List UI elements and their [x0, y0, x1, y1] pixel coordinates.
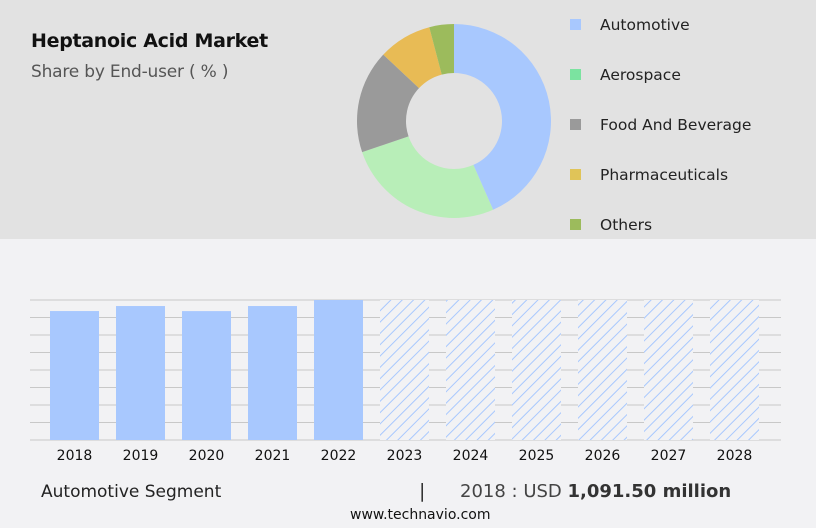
legend-item-automotive[interactable]: Automotive — [570, 15, 810, 35]
legend-label: Automotive — [600, 16, 690, 34]
donut-slice-aerospace[interactable] — [362, 136, 494, 218]
x-tick-label: 2018 — [57, 448, 93, 464]
donut-slice-pharmaceuticals[interactable] — [383, 27, 442, 89]
x-tick-label: 2022 — [321, 448, 357, 464]
legend-label: Aerospace — [600, 66, 681, 84]
bars — [50, 300, 759, 440]
legend-swatch-aerospace — [570, 69, 581, 80]
legend-swatch-pharmaceuticals — [570, 169, 581, 180]
value-amount: 1,091.50 million — [567, 481, 732, 502]
legend-item-food-and-beverage[interactable]: Food And Beverage — [570, 115, 810, 135]
bar-2027[interactable] — [644, 300, 693, 440]
value-prefix: 2018 : USD — [460, 481, 568, 502]
bar-2026[interactable] — [578, 300, 627, 440]
donut-slice-others[interactable] — [429, 24, 454, 75]
x-tick-label: 2027 — [651, 448, 687, 464]
source-url[interactable]: www.technavio.com — [350, 507, 491, 523]
separator: | — [419, 480, 426, 502]
legend-swatch-food-and-beverage — [570, 119, 581, 130]
legend-swatch-others — [570, 219, 581, 230]
legend-item-aerospace[interactable]: Aerospace — [570, 65, 810, 85]
bar-chart: 2018 2019 2020 2021 2022 2023 2024 2025 2026 2027… — [30, 299, 781, 464]
page-title: Heptanoic Acid Market — [31, 30, 268, 52]
x-tick-label: 2026 — [585, 448, 621, 464]
x-tick-label: 2020 — [189, 448, 225, 464]
x-tick-label: 2025 — [519, 448, 555, 464]
x-tick-label: 2023 — [387, 448, 423, 464]
x-tick-label: 2019 — [123, 448, 159, 464]
donut-chart — [356, 24, 551, 218]
bar-2028[interactable] — [710, 300, 759, 440]
segment-label: Automotive Segment — [41, 482, 222, 502]
x-axis-labels: 2018 2019 2020 2021 2022 2023 2024 2025 2026 2027… — [57, 448, 753, 464]
legend-item-others[interactable]: Others — [570, 215, 810, 235]
bar-2024[interactable] — [446, 300, 495, 440]
x-tick-label: 2028 — [717, 448, 753, 464]
bar-2021[interactable] — [248, 306, 297, 440]
bar-2019[interactable] — [116, 306, 165, 440]
page-subtitle: Share by End-user ( % ) — [31, 62, 229, 82]
legend-label: Others — [600, 216, 653, 234]
bar-2020[interactable] — [182, 311, 231, 440]
donut-slice-automotive[interactable] — [454, 24, 551, 210]
segment-value: 2018 : USD 1,091.50 million — [460, 481, 731, 502]
legend-swatch-automotive — [570, 19, 581, 30]
bar-2022[interactable] — [314, 300, 363, 440]
x-tick-label: 2021 — [255, 448, 291, 464]
donut-slice-food-and-beverage[interactable] — [356, 54, 420, 153]
x-tick-label: 2024 — [453, 448, 489, 464]
bar-2025[interactable] — [512, 300, 561, 440]
legend-label: Food And Beverage — [600, 116, 752, 134]
legend-label: Pharmaceuticals — [600, 166, 729, 184]
legend-item-pharmaceuticals[interactable]: Pharmaceuticals — [570, 165, 810, 185]
bar-2023[interactable] — [380, 300, 429, 440]
bar-2018[interactable] — [50, 311, 99, 440]
